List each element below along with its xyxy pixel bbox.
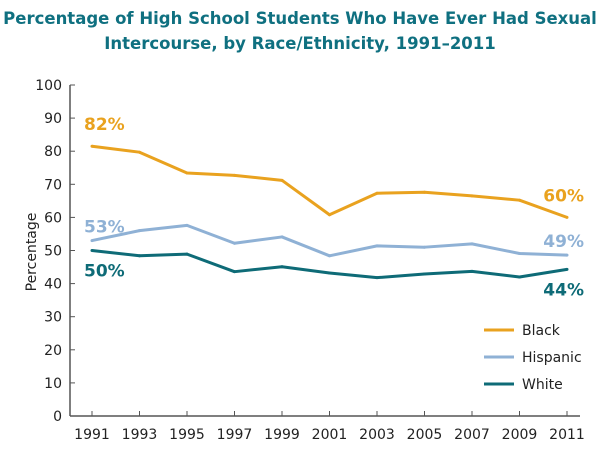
legend-label-white: White — [522, 377, 563, 393]
data-point-hispanic — [328, 254, 331, 258]
x-tick-label: 2011 — [549, 427, 585, 443]
data-point-hispanic — [90, 239, 94, 243]
end-label-white: 44% — [543, 280, 584, 300]
series-line-hispanic — [91, 223, 568, 258]
x-tick-label: 1991 — [74, 427, 110, 443]
end-label-hispanic: 49% — [543, 232, 584, 252]
y-tick-label: 10 — [44, 376, 62, 392]
data-point-white — [470, 269, 474, 273]
y-tick-label: 0 — [53, 409, 62, 425]
x-tick-label: 1995 — [169, 427, 205, 443]
data-point-hispanic — [518, 251, 521, 255]
y-tick-label: 20 — [44, 343, 62, 359]
chart-title-line-2: Intercourse, by Race/Ethnicity, 1991–201… — [104, 34, 496, 53]
data-point-white — [233, 270, 236, 274]
y-tick-label: 90 — [44, 111, 62, 127]
data-point-hispanic — [423, 245, 426, 249]
y-tick-label: 100 — [35, 78, 62, 94]
x-tick-label: 2007 — [454, 427, 490, 443]
x-tick-label: 2009 — [502, 427, 538, 443]
data-point-black — [423, 190, 426, 194]
y-tick-label: 50 — [44, 244, 62, 260]
data-point-black — [138, 150, 141, 154]
legend-label-hispanic: Hispanic — [522, 350, 582, 366]
data-point-black — [565, 215, 569, 219]
data-point-black — [233, 173, 236, 177]
data-point-white — [375, 276, 379, 280]
x-tick-label: 1999 — [264, 427, 300, 443]
start-label-hispanic: 53% — [84, 218, 125, 238]
data-point-white — [280, 265, 284, 269]
y-tick-label: 80 — [44, 144, 62, 160]
data-point-hispanic — [470, 242, 474, 246]
start-label-white: 50% — [84, 262, 125, 282]
chart-title-line-1: Percentage of High School Students Who H… — [3, 9, 597, 28]
y-tick-label: 40 — [44, 277, 62, 293]
data-point-hispanic — [565, 253, 569, 257]
x-tick-label: 1993 — [122, 427, 158, 443]
start-label-black: 82% — [84, 115, 125, 135]
data-point-white — [518, 275, 521, 279]
y-tick-label: 60 — [44, 210, 62, 226]
x-tick-label: 2001 — [312, 427, 348, 443]
data-point-white — [423, 272, 426, 276]
data-point-black — [280, 178, 284, 182]
y-tick-label: 70 — [44, 177, 62, 193]
data-point-black — [328, 213, 331, 217]
data-point-hispanic — [138, 229, 141, 233]
data-point-white — [138, 254, 141, 258]
data-point-white — [328, 271, 331, 275]
data-point-white — [565, 267, 569, 271]
y-tick-label: 30 — [44, 310, 62, 326]
data-point-black — [375, 191, 379, 195]
x-tick-label: 2005 — [407, 427, 443, 443]
data-point-hispanic — [280, 235, 284, 239]
data-point-white — [90, 249, 94, 252]
data-point-black — [518, 198, 521, 202]
data-point-white — [185, 252, 189, 256]
data-point-black — [185, 171, 189, 175]
y-axis-label: Percentage — [24, 213, 40, 292]
data-point-black — [470, 194, 474, 198]
data-point-hispanic — [375, 244, 379, 248]
data-point-black — [90, 144, 94, 148]
chart-title: Percentage of High School Students Who H… — [0, 6, 600, 56]
data-point-hispanic — [185, 223, 189, 227]
legend-label-black: Black — [522, 323, 561, 339]
data-point-hispanic — [233, 241, 236, 245]
x-tick-label: 1997 — [217, 427, 253, 443]
series-line-black — [91, 144, 568, 219]
end-label-black: 60% — [543, 186, 584, 206]
x-tick-label: 2003 — [359, 427, 395, 443]
